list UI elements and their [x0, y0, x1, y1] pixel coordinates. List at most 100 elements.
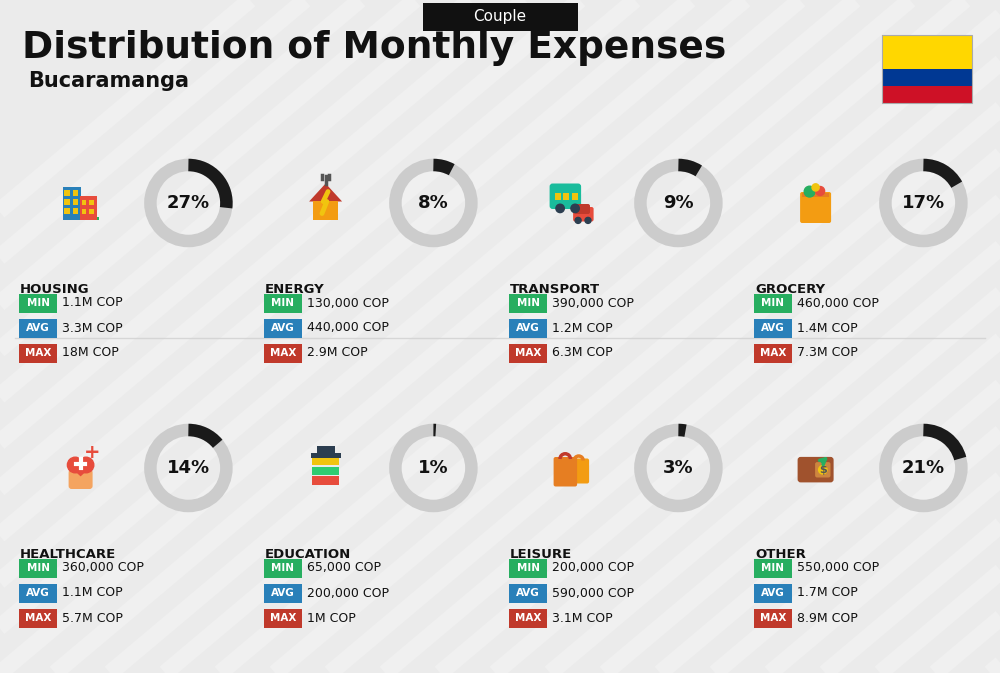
FancyBboxPatch shape — [89, 200, 94, 205]
FancyBboxPatch shape — [19, 318, 57, 337]
Circle shape — [804, 186, 815, 197]
Text: 21%: 21% — [902, 459, 945, 477]
Text: ENERGY: ENERGY — [265, 283, 325, 296]
Text: GROCERY: GROCERY — [755, 283, 825, 296]
FancyBboxPatch shape — [69, 470, 93, 489]
FancyBboxPatch shape — [313, 201, 338, 219]
Text: MAX: MAX — [515, 613, 541, 623]
Text: 550,000 COP: 550,000 COP — [797, 561, 879, 575]
FancyBboxPatch shape — [422, 3, 578, 31]
FancyBboxPatch shape — [754, 343, 792, 363]
FancyBboxPatch shape — [311, 454, 341, 458]
Text: HOUSING: HOUSING — [20, 283, 90, 296]
FancyBboxPatch shape — [882, 35, 972, 69]
Circle shape — [67, 457, 83, 473]
Circle shape — [556, 204, 564, 213]
FancyBboxPatch shape — [312, 457, 339, 465]
Text: 6.3M COP: 6.3M COP — [552, 347, 613, 359]
Text: MIN: MIN — [272, 563, 294, 573]
FancyBboxPatch shape — [63, 186, 81, 219]
FancyBboxPatch shape — [63, 217, 99, 220]
Text: 2.9M COP: 2.9M COP — [307, 347, 368, 359]
FancyBboxPatch shape — [554, 457, 577, 487]
Text: 200,000 COP: 200,000 COP — [552, 561, 634, 575]
Text: 8%: 8% — [418, 194, 449, 212]
Text: 440,000 COP: 440,000 COP — [307, 322, 389, 334]
FancyBboxPatch shape — [264, 318, 302, 337]
FancyBboxPatch shape — [312, 466, 339, 475]
Circle shape — [812, 184, 819, 191]
Text: MIN: MIN — [516, 563, 540, 573]
Text: 27%: 27% — [167, 194, 210, 212]
Text: AVG: AVG — [516, 588, 540, 598]
Text: MAX: MAX — [270, 348, 296, 358]
Text: 360,000 COP: 360,000 COP — [62, 561, 144, 575]
Text: HEALTHCARE: HEALTHCARE — [20, 548, 116, 561]
Text: MAX: MAX — [760, 613, 786, 623]
Circle shape — [585, 217, 591, 223]
FancyBboxPatch shape — [264, 559, 302, 577]
Text: 18M COP: 18M COP — [62, 347, 119, 359]
FancyBboxPatch shape — [73, 190, 78, 195]
FancyBboxPatch shape — [19, 293, 57, 312]
FancyBboxPatch shape — [264, 343, 302, 363]
FancyBboxPatch shape — [569, 458, 589, 483]
FancyBboxPatch shape — [264, 608, 302, 627]
FancyBboxPatch shape — [19, 343, 57, 363]
FancyBboxPatch shape — [754, 318, 792, 337]
FancyBboxPatch shape — [754, 559, 792, 577]
Text: MIN: MIN — [762, 298, 784, 308]
FancyBboxPatch shape — [317, 446, 335, 454]
Text: 1M COP: 1M COP — [307, 612, 356, 625]
Circle shape — [816, 186, 825, 195]
Text: 1.4M COP: 1.4M COP — [797, 322, 858, 334]
FancyBboxPatch shape — [82, 200, 86, 205]
Text: AVG: AVG — [271, 588, 295, 598]
Text: 1%: 1% — [418, 459, 449, 477]
Text: 9%: 9% — [663, 194, 694, 212]
FancyBboxPatch shape — [550, 184, 581, 209]
Text: TRANSPORT: TRANSPORT — [510, 283, 600, 296]
Text: OTHER: OTHER — [755, 548, 806, 561]
Text: 14%: 14% — [167, 459, 210, 477]
Text: MIN: MIN — [26, 563, 50, 573]
FancyBboxPatch shape — [64, 199, 70, 205]
Text: 7.3M COP: 7.3M COP — [797, 347, 858, 359]
FancyBboxPatch shape — [800, 192, 831, 223]
Text: 3%: 3% — [663, 459, 694, 477]
Text: AVG: AVG — [516, 323, 540, 333]
Polygon shape — [68, 465, 93, 476]
Text: 8.9M COP: 8.9M COP — [797, 612, 858, 625]
FancyBboxPatch shape — [89, 209, 94, 213]
FancyBboxPatch shape — [73, 199, 78, 205]
Circle shape — [575, 217, 581, 223]
Text: LEISURE: LEISURE — [510, 548, 572, 561]
FancyBboxPatch shape — [80, 195, 97, 219]
Text: 5.7M COP: 5.7M COP — [62, 612, 123, 625]
Text: Couple: Couple — [473, 9, 527, 24]
FancyBboxPatch shape — [575, 204, 590, 214]
Polygon shape — [309, 184, 342, 201]
Text: MIN: MIN — [762, 563, 784, 573]
Circle shape — [819, 466, 827, 474]
FancyBboxPatch shape — [19, 583, 57, 602]
Text: MIN: MIN — [516, 298, 540, 308]
Circle shape — [78, 457, 94, 473]
Text: 65,000 COP: 65,000 COP — [307, 561, 381, 575]
FancyBboxPatch shape — [264, 583, 302, 602]
Text: MIN: MIN — [26, 298, 50, 308]
Text: AVG: AVG — [26, 588, 50, 598]
Text: +: + — [84, 444, 100, 462]
Text: MAX: MAX — [25, 348, 51, 358]
FancyBboxPatch shape — [882, 69, 972, 86]
FancyBboxPatch shape — [555, 192, 561, 200]
Text: Bucaramanga: Bucaramanga — [28, 71, 189, 91]
FancyBboxPatch shape — [264, 293, 302, 312]
FancyBboxPatch shape — [509, 559, 547, 577]
FancyBboxPatch shape — [798, 457, 834, 483]
Text: 390,000 COP: 390,000 COP — [552, 297, 634, 310]
FancyBboxPatch shape — [312, 476, 339, 485]
FancyBboxPatch shape — [882, 86, 972, 103]
Text: MAX: MAX — [270, 613, 296, 623]
Text: AVG: AVG — [26, 323, 50, 333]
